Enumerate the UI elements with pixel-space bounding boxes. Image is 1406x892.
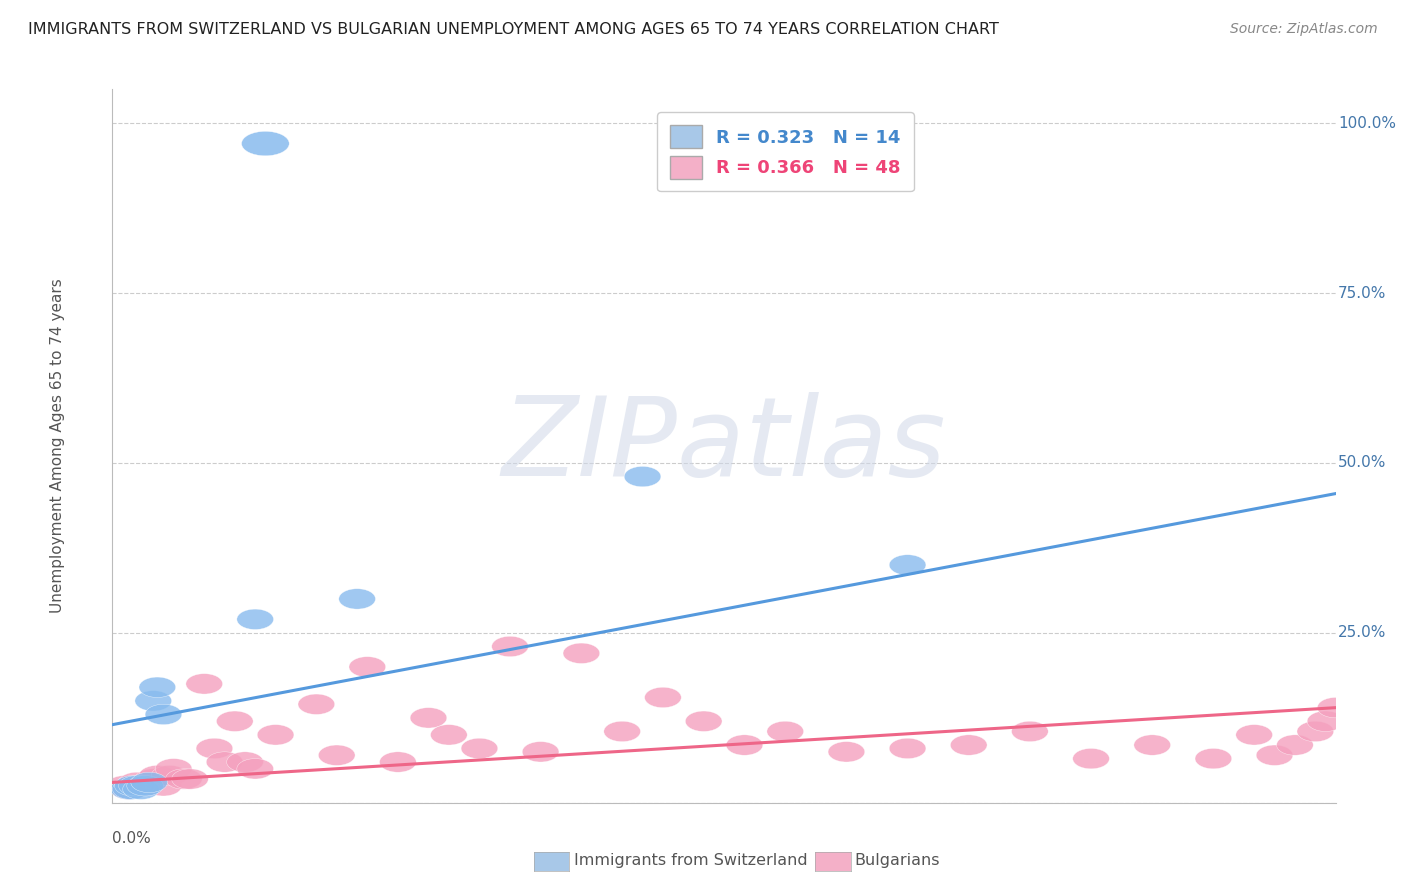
Ellipse shape xyxy=(339,589,375,609)
Text: Bulgarians: Bulgarians xyxy=(855,854,941,868)
Ellipse shape xyxy=(1277,735,1313,756)
Ellipse shape xyxy=(145,705,181,724)
Ellipse shape xyxy=(135,690,172,711)
Ellipse shape xyxy=(603,722,641,741)
Ellipse shape xyxy=(131,772,167,793)
Ellipse shape xyxy=(461,739,498,758)
Ellipse shape xyxy=(1073,748,1109,769)
Ellipse shape xyxy=(380,752,416,772)
Ellipse shape xyxy=(1011,722,1049,741)
Text: Source: ZipAtlas.com: Source: ZipAtlas.com xyxy=(1230,22,1378,37)
Ellipse shape xyxy=(889,555,927,575)
Ellipse shape xyxy=(430,724,467,745)
Ellipse shape xyxy=(114,776,152,796)
Text: Unemployment Among Ages 65 to 74 years: Unemployment Among Ages 65 to 74 years xyxy=(51,278,65,614)
Ellipse shape xyxy=(118,772,155,793)
Ellipse shape xyxy=(1133,735,1171,756)
Ellipse shape xyxy=(112,779,149,799)
Ellipse shape xyxy=(186,673,222,694)
Ellipse shape xyxy=(492,636,529,657)
Ellipse shape xyxy=(111,779,148,799)
Text: 25.0%: 25.0% xyxy=(1339,625,1386,640)
Ellipse shape xyxy=(318,745,356,765)
Ellipse shape xyxy=(125,776,162,796)
Ellipse shape xyxy=(172,769,208,789)
Ellipse shape xyxy=(1236,724,1272,745)
Text: IMMIGRANTS FROM SWITZERLAND VS BULGARIAN UNEMPLOYMENT AMONG AGES 65 TO 74 YEARS : IMMIGRANTS FROM SWITZERLAND VS BULGARIAN… xyxy=(28,22,1000,37)
Ellipse shape xyxy=(139,677,176,698)
Ellipse shape xyxy=(522,741,560,762)
Ellipse shape xyxy=(145,776,181,796)
Ellipse shape xyxy=(155,758,193,779)
Text: ZIPatlas: ZIPatlas xyxy=(502,392,946,500)
Ellipse shape xyxy=(1296,722,1334,741)
Ellipse shape xyxy=(217,711,253,731)
Text: 75.0%: 75.0% xyxy=(1339,285,1386,301)
Text: 50.0%: 50.0% xyxy=(1339,456,1386,470)
Ellipse shape xyxy=(624,467,661,487)
Ellipse shape xyxy=(1195,748,1232,769)
Legend: R = 0.323   N = 14, R = 0.366   N = 48: R = 0.323 N = 14, R = 0.366 N = 48 xyxy=(657,112,914,192)
Ellipse shape xyxy=(828,741,865,762)
Ellipse shape xyxy=(950,735,987,756)
Ellipse shape xyxy=(111,779,148,799)
Ellipse shape xyxy=(1256,745,1294,765)
Ellipse shape xyxy=(1317,698,1354,718)
Text: 0.0%: 0.0% xyxy=(112,831,152,847)
Ellipse shape xyxy=(135,769,172,789)
Ellipse shape xyxy=(349,657,385,677)
Ellipse shape xyxy=(207,752,243,772)
Ellipse shape xyxy=(257,724,294,745)
Ellipse shape xyxy=(298,694,335,714)
Ellipse shape xyxy=(242,131,290,156)
Ellipse shape xyxy=(1308,711,1344,731)
Ellipse shape xyxy=(644,687,682,707)
Ellipse shape xyxy=(195,739,233,758)
Ellipse shape xyxy=(562,643,600,664)
Ellipse shape xyxy=(411,707,447,728)
Ellipse shape xyxy=(889,739,927,758)
Text: 100.0%: 100.0% xyxy=(1339,116,1396,131)
Ellipse shape xyxy=(139,765,176,786)
Ellipse shape xyxy=(152,765,188,786)
Ellipse shape xyxy=(122,779,159,799)
Ellipse shape xyxy=(685,711,723,731)
Ellipse shape xyxy=(725,735,763,756)
Text: Immigrants from Switzerland: Immigrants from Switzerland xyxy=(574,854,807,868)
Ellipse shape xyxy=(131,772,167,793)
Ellipse shape xyxy=(127,776,163,796)
Ellipse shape xyxy=(107,776,143,796)
Ellipse shape xyxy=(166,769,202,789)
Ellipse shape xyxy=(118,776,155,796)
Ellipse shape xyxy=(226,752,263,772)
Ellipse shape xyxy=(236,609,274,630)
Ellipse shape xyxy=(114,776,152,796)
Ellipse shape xyxy=(766,722,804,741)
Ellipse shape xyxy=(236,758,274,779)
